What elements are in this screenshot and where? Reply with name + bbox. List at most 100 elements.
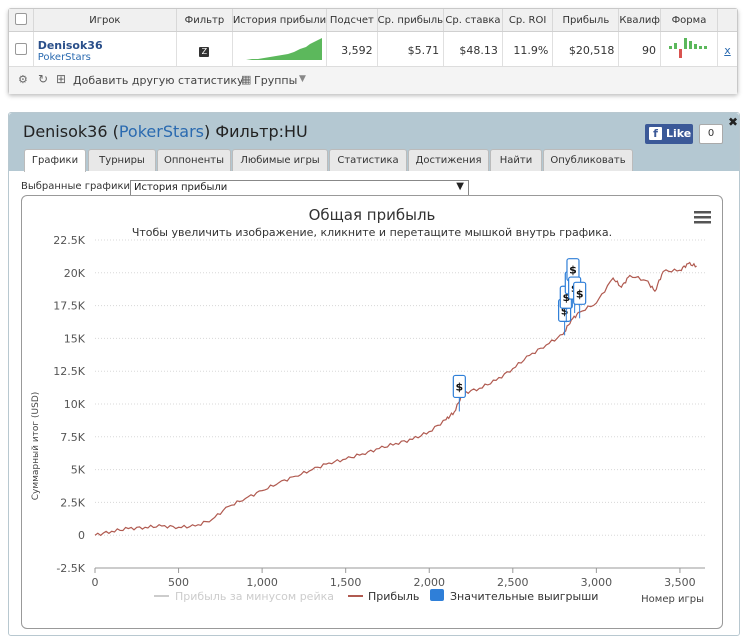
y-tick-label: 15K [64,332,86,345]
remove-cell: x [717,32,737,70]
stats-grid: Игрок Фильтр История прибыли Подсчет Ср.… [9,9,737,69]
panel-player-name: Denisok36 [23,122,108,141]
player-name-link[interactable]: Denisok36 [37,38,103,52]
profit-series-line[interactable] [94,261,697,537]
count-cell: 3,592 [326,31,378,69]
history-cell [232,31,328,69]
add-stat-button[interactable]: Добавить другую статистику [73,74,244,87]
facebook-icon: f [649,127,662,140]
chart-select-label: Выбранные графики: [21,181,134,192]
qualif-cell: 90 [618,31,661,69]
row-checkbox[interactable] [14,43,27,55]
col-filter[interactable]: Фильтр [176,9,233,32]
col-avg-profit[interactable]: Ср. прибыль [377,9,445,32]
y-axis-label: Суммарный итог (USD) [31,392,41,501]
close-icon[interactable]: ✖ [728,115,739,129]
tab-statistics[interactable]: Статистика [329,149,407,171]
select-all-checkbox[interactable] [14,12,27,25]
svg-text:$: $ [456,380,464,393]
chart-menu-icon[interactable] [694,211,711,224]
y-tick-label: 5K [71,464,86,477]
chart-select[interactable]: История прибыли ▼ [130,180,469,196]
legend-no-rake[interactable]: Прибыль за минусом рейка [175,590,334,603]
y-tick-label: 10K [64,398,86,411]
legend-bigwin-swatch[interactable] [430,589,444,601]
tab-publish[interactable]: Опубликовать [543,149,633,171]
tab-charts[interactable]: Графики [24,149,86,172]
y-tick-label: 20K [64,267,86,280]
add-stat-icon: ⊞ [56,72,67,86]
col-history[interactable]: История прибыли [232,9,328,32]
groups-icon: ▦ [241,73,252,86]
chart-title: Общая прибыль [309,206,436,224]
y-tick-label: 0 [78,529,85,542]
col-remove [717,9,737,32]
tab-achievements[interactable]: Достижения [408,149,489,171]
fb-like-count: 0 [699,124,723,144]
y-tick-label: 12.5K [53,365,85,378]
svg-text:$: $ [562,291,570,304]
fb-like-button[interactable]: f Like [645,124,693,144]
y-tick-label: 22.5K [53,234,85,247]
filter-icon[interactable]: Z [199,47,210,57]
avg-roi-cell: 11.9% [502,31,554,69]
svg-text:$: $ [569,264,577,277]
x-tick-label: 3,000 [581,576,613,589]
player-panel: Denisok36 (PokerStars) Фильтр:HU ✖ f Lik… [8,112,740,636]
col-count[interactable]: Подсчет [326,9,378,32]
col-profit[interactable]: Прибыль [552,9,620,32]
groups-dropdown[interactable]: Группы [254,74,298,87]
big-win-flag[interactable]: $ [452,374,466,412]
row-select-cell[interactable] [9,31,34,69]
refresh-icon[interactable]: ↻ [38,72,49,86]
y-tick-label: 7.5K [60,431,85,444]
chart-select-value: История прибыли [134,182,228,193]
tab-opponents[interactable]: Оппоненты [157,149,231,171]
tab-search[interactable]: Найти [490,149,542,171]
col-qualif[interactable]: Квалиф [618,9,661,32]
x-tick-label: 3,500 [664,576,696,589]
chevron-down-icon[interactable]: ▼ [456,181,464,192]
panel-site-link[interactable]: PokerStars [118,122,204,141]
table-row: Denisok36 PokerStars Z 3,592 $5.71 $48.1… [9,31,737,70]
chevron-down-icon[interactable]: ▼ [299,74,306,84]
svg-text:$: $ [576,287,584,300]
panel-header: Denisok36 (PokerStars) Фильтр:HU ✖ f Lik… [9,113,739,172]
form-chart [668,38,707,58]
tab-tournaments[interactable]: Турниры [88,149,156,171]
table-header-row: Игрок Фильтр История прибыли Подсчет Ср.… [9,9,737,32]
x-axis-label: Номер игры [641,594,704,605]
x-tick-label: 1,500 [330,576,362,589]
fb-like-label: Like [666,127,692,140]
x-tick-label: 1,000 [246,576,278,589]
x-tick-label: 2,000 [413,576,445,589]
chart-legend: Прибыль за минусом рейка Прибыль Значите… [154,589,598,603]
profit-chart[interactable]: Общая прибыль Чтобы увеличить изображени… [21,195,723,629]
remove-row-link[interactable]: x [724,44,731,57]
col-avg-stake[interactable]: Ср. ставка [443,9,503,32]
tab-favorite-games[interactable]: Любимые игры [232,149,328,171]
profit-chart-svg[interactable]: Общая прибыль Чтобы увеличить изображени… [22,196,722,628]
avg-profit-cell: $5.71 [377,31,445,69]
legend-bigwin[interactable]: Значительные выигрыши [450,590,598,603]
select-all-header[interactable] [9,9,34,32]
profit-cell: $20,518 [552,31,620,69]
col-form[interactable]: Форма [660,9,718,32]
form-cell [660,31,718,69]
player-cell: Denisok36 PokerStars [33,31,178,69]
big-win-flag[interactable]: $ [573,281,587,319]
profit-sparkline[interactable] [242,32,326,66]
panel-title: Denisok36 (PokerStars) Фильтр:HU [23,122,308,141]
y-tick-label: 2.5K [60,496,85,509]
col-player[interactable]: Игрок [33,9,178,32]
settings-icon[interactable]: ⚙ [18,73,28,86]
avg-stake-cell: $48.13 [443,31,503,69]
legend-profit[interactable]: Прибыль [368,590,419,603]
panel-filter: Фильтр:HU [215,122,308,141]
y-tick-label: -2.5K [56,562,85,575]
x-tick-label: 2,500 [497,576,529,589]
col-avg-roi[interactable]: Ср. ROI [502,9,554,32]
stats-table: Игрок Фильтр История прибыли Подсчет Ср.… [8,8,738,94]
player-site-link[interactable]: PokerStars [37,51,91,63]
x-tick-label: 500 [168,576,189,589]
